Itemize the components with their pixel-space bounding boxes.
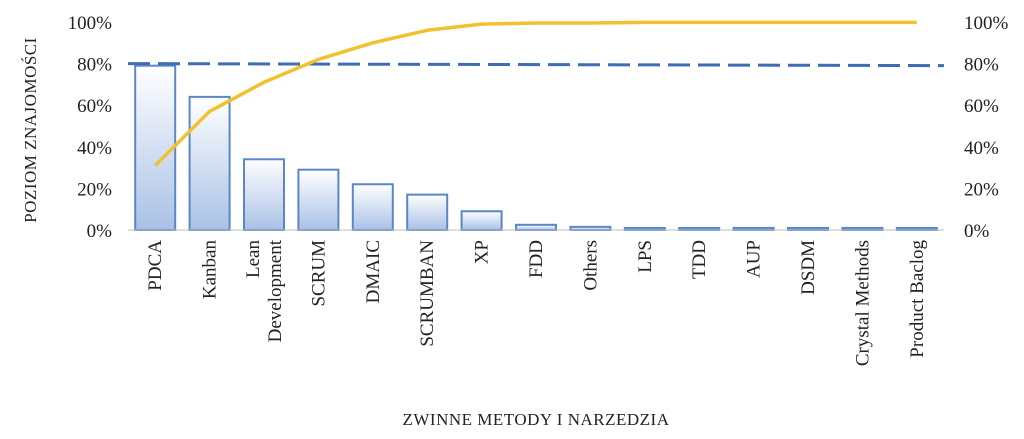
y-tick-right: 0% [964,221,990,242]
category-label: PDCA [145,240,166,291]
bar [134,64,177,232]
category-label: XP [472,240,493,264]
category-label: DMAIC [363,240,384,303]
category-label: Others [580,240,601,291]
category-label: Development [265,239,286,342]
category-label: AUP [744,240,765,278]
threshold-line [127,62,945,68]
y-tick-left: 0% [87,221,113,242]
y-tick-right: 40% [964,138,999,159]
category-label: Kanban [200,240,221,300]
y-tick-right: 100% [964,13,1009,34]
category-label: SCRUMBAN [417,240,438,347]
y-axis-left: 0% 20% 40% 60% 80% 100% [68,13,113,242]
y-tick-left: 40% [77,138,112,159]
category-label: TDD [689,240,710,279]
y-axis-right: 0% 20% 40% 60% 80% 100% [964,13,1009,242]
bar [351,183,394,232]
category-label: Lean [243,240,264,278]
bar [515,223,557,232]
category-label: LPS [635,240,656,273]
y-tick-left: 60% [77,96,112,117]
category-label: Crystal Methods [852,240,873,366]
y-tick-right: 80% [964,55,999,76]
y-axis-title: POZIOM ZNAJOMOŚCI [21,37,40,223]
category-label: SCRUM [308,240,329,307]
y-tick-left: 100% [68,13,113,34]
x-axis-title: ZWINNE METODY I NARZEDZIA [403,410,670,429]
category-labels: PDCA Kanban Lean Development SCRUM DMAIC SCRUM… [145,239,928,366]
y-tick-right: 60% [964,96,999,117]
category-label: Product Baclog [907,240,928,358]
y-tick-left: 20% [77,179,112,200]
bar [297,168,340,231]
bar [243,158,285,231]
bar [406,193,449,231]
cumulative-line [153,20,917,167]
bars [134,64,938,232]
y-tick-right: 20% [964,179,999,200]
bar [460,210,503,231]
y-tick-left: 80% [77,55,112,76]
category-label: FDD [526,240,547,278]
bar [188,95,231,231]
category-label: DSDM [798,240,819,295]
